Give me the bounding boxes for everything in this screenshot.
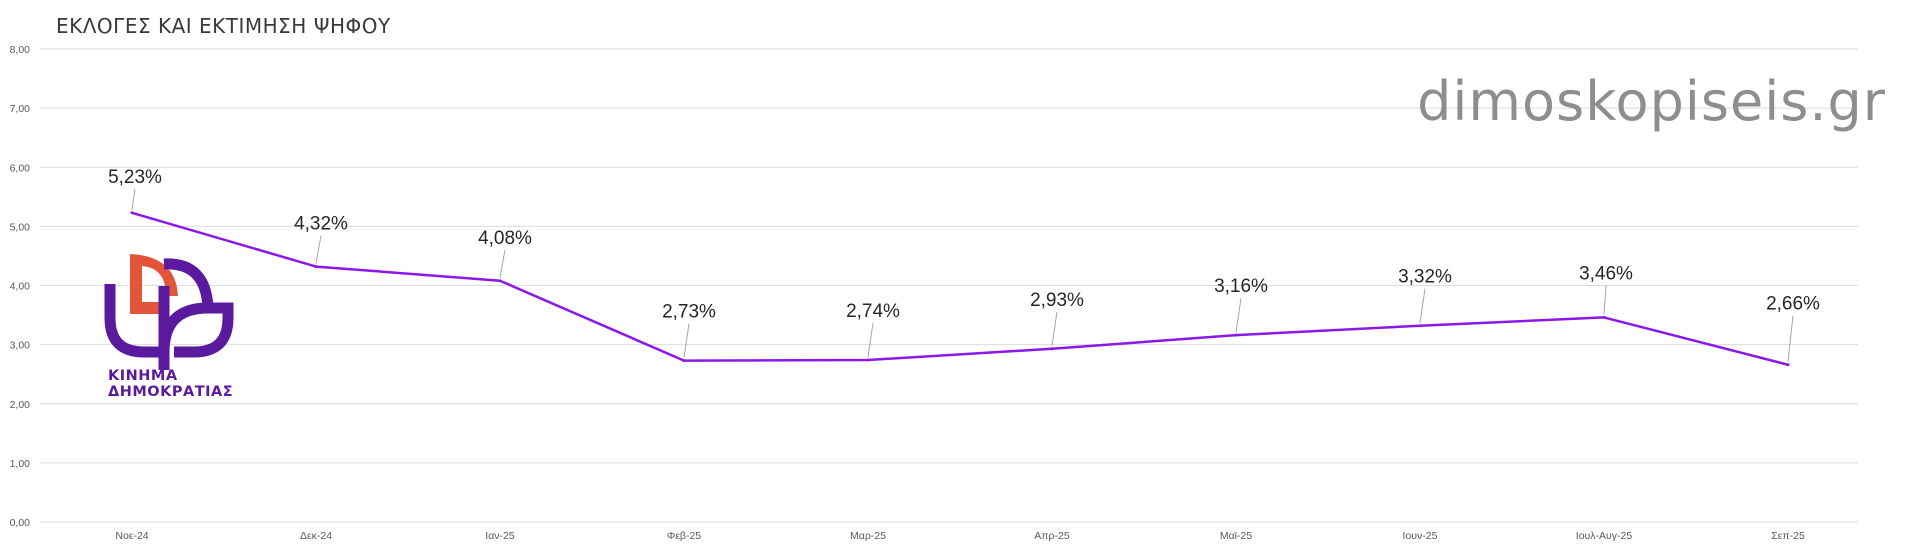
kinima-dimokratias-logo — [104, 254, 234, 370]
x-tick-label: Απρ-25 — [1034, 530, 1070, 542]
leader-line — [1051, 311, 1058, 346]
leader-line — [1787, 315, 1794, 362]
data-point — [1234, 333, 1238, 337]
x-tick-label: Δεκ-24 — [300, 530, 332, 542]
data-point — [1602, 315, 1606, 319]
y-tick-label: 6,00 — [10, 162, 31, 174]
data-point — [498, 279, 502, 283]
y-tick-label: 3,00 — [10, 340, 31, 352]
x-tick-label: Ιουλ-Αυγ-25 — [1576, 530, 1633, 542]
data-point — [1786, 363, 1790, 367]
data-label: 4,32% — [294, 214, 348, 235]
data-point — [866, 358, 870, 362]
logo-line-1: ΚΙΝΗΜΑ — [108, 368, 178, 384]
leader-line — [131, 188, 136, 210]
leader-line — [1603, 285, 1607, 315]
data-label: 3,32% — [1398, 267, 1452, 288]
chart-title: ΕΚΛΟΓΕΣ ΚΑΙ ΕΚΤΙΜΗΣΗ ΨΗΦΟΥ — [56, 14, 391, 38]
logo-line-2: ΔΗΜΟΚΡΑΤΙΑΣ — [108, 384, 234, 400]
data-label: 2,73% — [662, 302, 716, 323]
x-tick-label: Ιαν-25 — [485, 530, 515, 542]
watermark: dimoskopiseis.gr — [1417, 70, 1886, 133]
data-point — [1418, 324, 1422, 328]
data-label: 4,08% — [478, 228, 532, 249]
data-point — [1050, 347, 1054, 351]
series-line — [131, 211, 1789, 366]
data-label: 2,93% — [1030, 290, 1084, 311]
logo-text: ΚΙΝΗΜΑ ΔΗΜΟΚΡΑΤΙΑΣ — [108, 368, 233, 400]
leader-line — [1419, 288, 1426, 323]
x-tick-label: Μαϊ-25 — [1220, 530, 1252, 542]
y-tick-label: 8,00 — [10, 44, 31, 56]
x-tick-label: Νοε-24 — [115, 530, 148, 542]
data-label: 5,23% — [108, 167, 162, 188]
data-point — [314, 265, 318, 269]
leader-line — [315, 235, 322, 264]
leader-line — [499, 249, 506, 278]
x-tick-label: Μαρ-25 — [850, 530, 886, 542]
x-tick-label: Σεπ-25 — [1771, 530, 1805, 542]
y-tick-label: 7,00 — [10, 103, 31, 115]
data-point — [682, 359, 686, 363]
y-tick-label: 1,00 — [10, 458, 31, 470]
data-label: 3,46% — [1579, 263, 1633, 284]
y-tick-label: 2,00 — [10, 399, 31, 411]
leader-line — [867, 322, 874, 358]
x-tick-label: Ιουν-25 — [1403, 530, 1438, 542]
leader-line — [1235, 298, 1242, 333]
y-tick-label: 0,00 — [10, 517, 31, 529]
leader-line — [683, 323, 690, 358]
data-label: 2,66% — [1766, 294, 1820, 315]
y-tick-label: 4,00 — [10, 281, 31, 293]
y-tick-label: 5,00 — [10, 221, 31, 233]
data-label: 2,74% — [846, 301, 900, 322]
x-tick-label: Φεβ-25 — [667, 530, 701, 542]
data-label: 3,16% — [1214, 276, 1268, 297]
data-point — [130, 211, 134, 215]
